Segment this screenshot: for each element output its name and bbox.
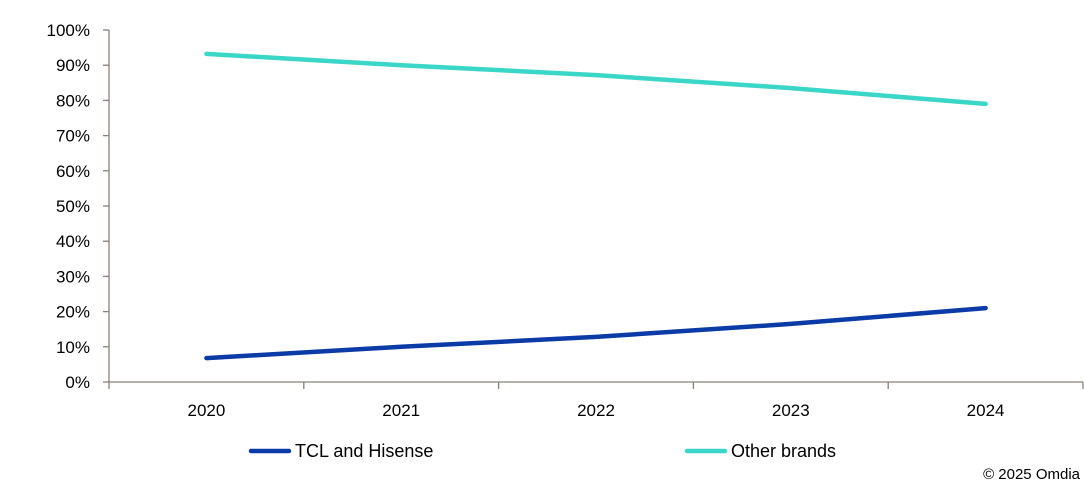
y-tick-label: 20% (56, 303, 90, 322)
legend: TCL and Hisense Other brands (248, 441, 836, 461)
x-axis: 2020 2021 2022 2023 2024 (108, 381, 1084, 420)
y-tick-label: 10% (56, 338, 90, 357)
y-tick-label: 0% (65, 373, 90, 392)
legend-label: TCL and Hisense (295, 441, 433, 461)
series-lines (204, 51, 988, 361)
y-tick-label: 30% (56, 267, 90, 286)
y-axis: 0% 10% 20% 30% 40% 50% 60% 70% 80% 90% 100% (47, 21, 110, 392)
copyright-credit: © 2025 Omdia (983, 466, 1081, 483)
series-line-other-brands (204, 51, 988, 107)
y-tick-label: 70% (56, 127, 90, 146)
x-tick-label: 2021 (382, 401, 420, 420)
x-tick-label: 2024 (967, 401, 1005, 420)
series-line-tcl-hisense (204, 305, 988, 361)
x-tick-label: 2023 (772, 401, 810, 420)
x-tick-label: 2020 (187, 401, 225, 420)
x-tick-label: 2022 (577, 401, 615, 420)
y-tick-label: 90% (56, 56, 90, 75)
y-tick-label: 50% (56, 197, 90, 216)
y-tick-label: 100% (47, 21, 90, 40)
legend-label: Other brands (731, 441, 836, 461)
y-tick-label: 80% (56, 91, 90, 110)
y-tick-label: 60% (56, 162, 90, 181)
y-tick-label: 40% (56, 232, 90, 251)
